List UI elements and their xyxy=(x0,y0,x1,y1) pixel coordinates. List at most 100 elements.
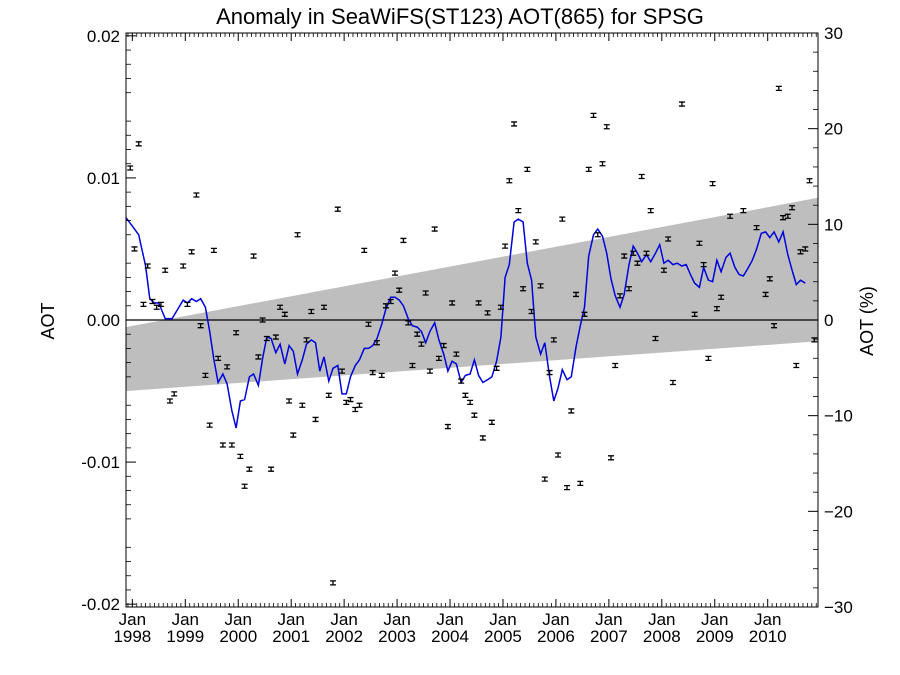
x-tick-label-year: 1999 xyxy=(166,627,204,646)
data-point xyxy=(528,308,535,315)
data-point xyxy=(647,207,654,214)
data-point xyxy=(347,396,354,403)
data-point xyxy=(696,240,703,246)
data-point xyxy=(361,247,368,254)
data-point xyxy=(511,121,518,127)
data-point xyxy=(625,286,632,292)
data-point xyxy=(568,408,575,414)
data-point xyxy=(771,323,778,329)
data-point xyxy=(127,165,134,171)
data-point xyxy=(520,286,527,292)
x-tick-label-year: 2005 xyxy=(484,627,522,646)
data-point xyxy=(180,263,187,269)
data-point xyxy=(607,455,614,461)
data-point xyxy=(330,580,337,586)
plot-area xyxy=(125,85,818,586)
data-point xyxy=(281,311,288,317)
data-point xyxy=(506,178,513,184)
data-point xyxy=(515,207,522,214)
data-point xyxy=(153,304,160,310)
y2-tick-label: 0 xyxy=(824,311,833,330)
data-point xyxy=(339,368,346,374)
data-point xyxy=(224,364,231,370)
data-point xyxy=(700,261,707,268)
data-point xyxy=(334,206,341,212)
data-point xyxy=(479,435,486,441)
x-tick-label-month: Jan xyxy=(595,610,622,629)
data-point xyxy=(691,311,698,317)
data-point xyxy=(365,321,372,327)
data-point xyxy=(740,207,747,214)
data-point xyxy=(789,205,796,211)
y-tick-label: 0.01 xyxy=(87,169,120,188)
data-point xyxy=(237,453,244,460)
data-point xyxy=(802,246,809,252)
data-point xyxy=(453,351,460,357)
x-tick-label-year: 1998 xyxy=(113,627,151,646)
data-point xyxy=(616,293,623,299)
smoothed-line xyxy=(125,217,806,429)
x-tick-label-year: 2009 xyxy=(696,627,734,646)
data-point xyxy=(308,308,315,315)
x-tick-label-year: 2000 xyxy=(219,627,257,646)
chart-title: Anomaly in SeaWiFS(ST123) AOT(865) for S… xyxy=(216,4,704,29)
data-point xyxy=(228,442,235,448)
data-point xyxy=(603,124,610,130)
data-point xyxy=(166,398,173,404)
data-point xyxy=(665,236,672,242)
data-point xyxy=(409,362,416,369)
data-point xyxy=(263,335,270,342)
data-point xyxy=(135,141,142,147)
y-axis-title: AOT xyxy=(38,302,58,339)
data-point xyxy=(585,166,592,173)
data-point xyxy=(780,215,787,221)
y2-tick-label: −20 xyxy=(824,502,853,521)
data-point xyxy=(555,452,562,458)
data-point xyxy=(250,253,257,259)
data-point xyxy=(241,483,248,489)
data-point xyxy=(590,112,597,119)
x-tick-label-year: 2002 xyxy=(325,627,363,646)
y-tick-label: -0.01 xyxy=(81,453,120,472)
x-axis: Jan1998Jan1999Jan2000Jan2001Jan2002Jan20… xyxy=(113,33,817,646)
data-point xyxy=(532,239,539,245)
data-point xyxy=(484,310,491,316)
x-tick-label-month: Jan xyxy=(330,610,357,629)
data-point xyxy=(660,267,667,273)
x-tick-label-month: Jan xyxy=(225,610,252,629)
data-point xyxy=(312,416,319,423)
data-point xyxy=(303,337,310,343)
y2-tick-label: −10 xyxy=(824,407,853,426)
y-axis-left: 0.02 0.01 0.00 -0.01 -0.02 xyxy=(81,27,136,614)
data-point xyxy=(321,304,328,310)
data-point xyxy=(396,287,403,293)
data-point xyxy=(594,232,601,238)
data-point xyxy=(210,247,217,254)
y-tick-label: 0.00 xyxy=(87,311,120,330)
data-point xyxy=(219,442,226,448)
x-tick-label-year: 2004 xyxy=(431,627,469,646)
data-point xyxy=(797,249,804,255)
data-point xyxy=(325,392,332,398)
data-point xyxy=(426,368,433,374)
y-tick-label: -0.02 xyxy=(81,595,120,614)
data-point xyxy=(458,378,465,384)
data-point xyxy=(268,466,275,472)
data-point xyxy=(705,355,712,362)
data-point xyxy=(246,466,253,472)
data-point xyxy=(184,301,191,308)
data-point xyxy=(299,402,306,408)
y2-tick-label: 30 xyxy=(824,24,843,43)
data-point xyxy=(206,422,213,428)
data-point xyxy=(373,340,380,346)
data-point xyxy=(643,250,650,256)
data-point xyxy=(418,341,425,347)
y2-tick-label: −30 xyxy=(824,598,853,617)
data-point xyxy=(400,237,407,244)
data-point xyxy=(502,243,509,249)
data-point xyxy=(149,298,156,305)
data-point xyxy=(762,291,769,298)
data-point xyxy=(806,178,813,184)
data-point xyxy=(294,232,301,238)
